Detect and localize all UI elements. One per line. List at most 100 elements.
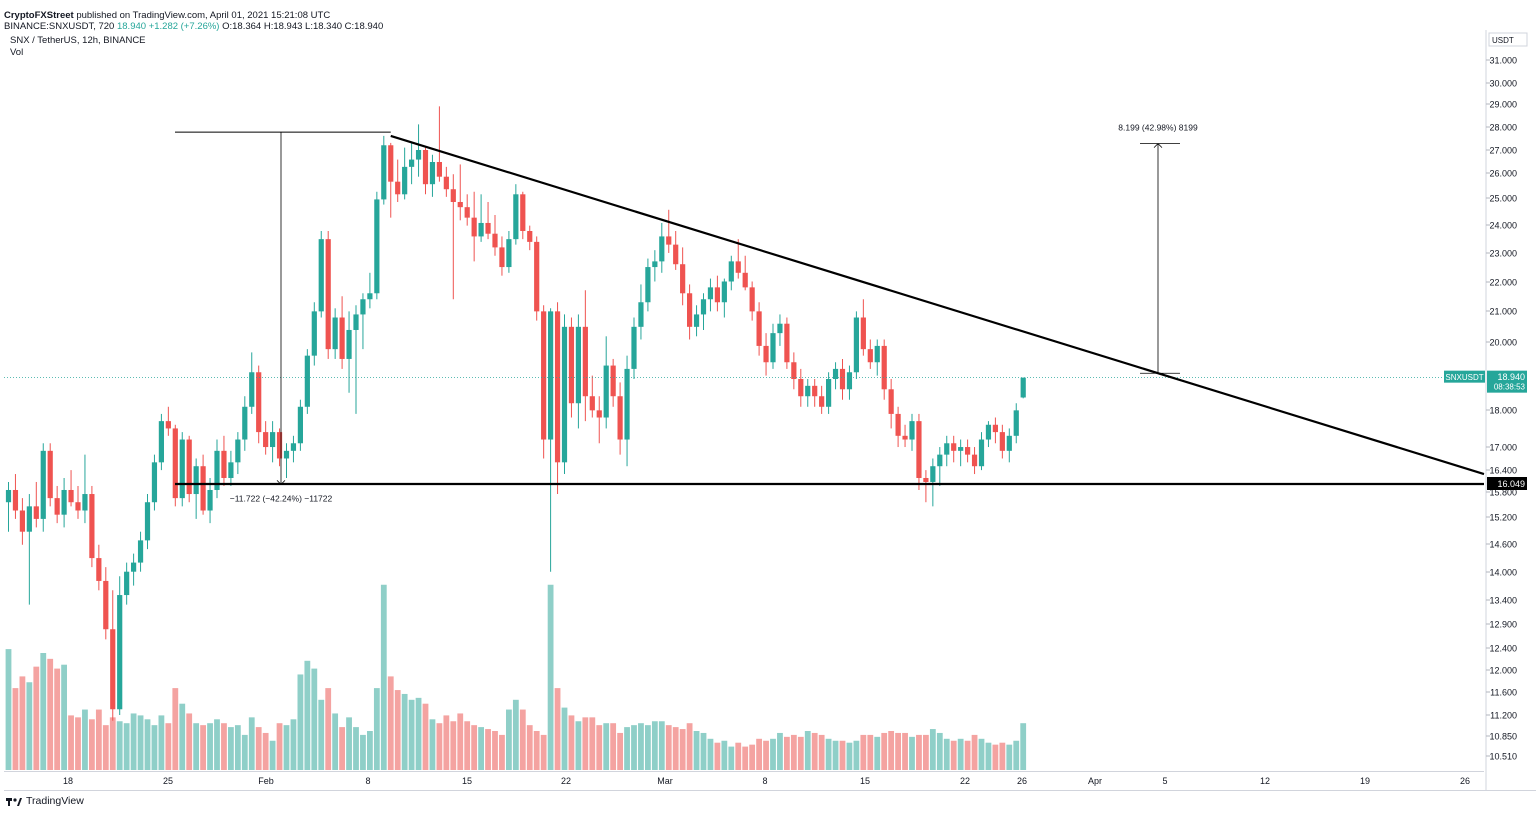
- volume-bar: [492, 731, 498, 770]
- volume-bar: [471, 725, 478, 770]
- volume-bar: [5, 649, 12, 770]
- candle-body: [548, 311, 554, 440]
- candle-body: [263, 432, 269, 448]
- price-tick-label: 29.000: [1489, 100, 1517, 110]
- volume-bar: [617, 732, 623, 770]
- candle-body: [561, 326, 568, 463]
- candle-body: [179, 439, 185, 499]
- candle-body: [110, 629, 116, 710]
- candle-countdown: 08:38:53: [1494, 383, 1526, 392]
- candle-body: [332, 317, 338, 350]
- candle-body: [1013, 410, 1019, 436]
- volume-bar: [561, 707, 568, 770]
- volume-bar: [214, 719, 220, 770]
- last-price-text: 18.940: [116, 21, 147, 32]
- price-tick-label: 22.000: [1489, 278, 1517, 288]
- volume-bar: [923, 734, 929, 770]
- volume-bar: [401, 693, 408, 770]
- tradingview-brand: TradingView: [26, 795, 84, 807]
- flagpole-arrow: [276, 480, 286, 485]
- volume-bar: [971, 734, 978, 770]
- candle-body: [429, 162, 436, 185]
- volume-bar: [394, 690, 401, 770]
- volume-bar: [290, 719, 297, 770]
- currency-box: [1488, 32, 1528, 47]
- footer-brand[interactable]: TradingView: [6, 795, 84, 807]
- price-tick-label: 17.000: [1489, 443, 1517, 453]
- volume-bar: [130, 713, 137, 770]
- candle-body: [450, 189, 456, 202]
- candle-body: [534, 241, 540, 312]
- price-tick-label: 15.800: [1489, 488, 1517, 498]
- candle-body: [853, 317, 859, 373]
- volume-bar: [943, 738, 950, 770]
- candle-body: [457, 201, 463, 208]
- price-tick-label: 31.000: [1489, 56, 1517, 66]
- price-tick-label: 16.400: [1489, 466, 1517, 476]
- candle-body: [958, 447, 964, 451]
- volume-bar: [422, 703, 429, 770]
- volume-bar: [33, 666, 40, 770]
- volume-bar: [54, 668, 61, 770]
- volume-bar: [818, 734, 825, 770]
- candle-body: [325, 239, 331, 350]
- volume-bar: [346, 717, 352, 770]
- volume-bar: [276, 723, 283, 770]
- volume-bar: [332, 713, 339, 770]
- candle-body: [485, 222, 491, 234]
- flagpole-measure-label: −11.722 (−42.24%) −11722: [230, 493, 333, 503]
- volume-bar: [693, 731, 700, 770]
- candle-body: [478, 222, 484, 237]
- candle-body: [707, 287, 714, 300]
- candle-body: [117, 595, 123, 710]
- volume-bar: [797, 736, 804, 770]
- volume-bar: [985, 742, 992, 770]
- time-tick-label: 15: [860, 776, 870, 786]
- candle-body: [402, 166, 408, 195]
- candle-body: [589, 396, 595, 411]
- candle-body: [680, 264, 686, 294]
- candle-body: [812, 385, 818, 397]
- candle-body: [888, 389, 894, 414]
- candle-body: [826, 379, 832, 407]
- last-price-box: [1487, 370, 1527, 393]
- volume-bar: [596, 725, 603, 770]
- candle-body: [978, 439, 985, 467]
- volume-bar: [325, 688, 332, 770]
- support-label-box: [1487, 477, 1527, 490]
- price-tick-label: 12.900: [1489, 620, 1517, 630]
- candle-body: [992, 424, 998, 433]
- candle-body: [693, 314, 700, 327]
- volume-bar: [665, 725, 672, 770]
- candle-body: [554, 311, 561, 463]
- candle-body: [339, 317, 345, 359]
- candle-body: [158, 421, 164, 463]
- price-tick-label: 15.200: [1489, 513, 1517, 523]
- volume-bar: [992, 744, 999, 770]
- candle-body: [846, 372, 853, 390]
- volume-bar: [929, 729, 936, 770]
- volume-bar: [978, 738, 985, 770]
- last-price-value: 18.940: [1497, 372, 1525, 382]
- volume-bar: [158, 715, 165, 770]
- volume-bar: [151, 725, 158, 770]
- price-tick-label: 26.000: [1489, 169, 1517, 179]
- candle-body: [124, 571, 130, 596]
- volume-bar: [19, 676, 26, 770]
- volume-bar: [89, 719, 95, 770]
- time-tick-label: Apr: [1088, 776, 1102, 786]
- volume-bar: [464, 721, 471, 770]
- volume-bar: [749, 744, 756, 770]
- volume-bar: [26, 682, 33, 770]
- volume-bar: [651, 721, 658, 770]
- candle-body: [971, 454, 978, 467]
- time-tick-label: 15: [462, 776, 472, 786]
- candle-body: [235, 439, 241, 463]
- candle-body: [200, 466, 206, 511]
- candle-body: [89, 494, 95, 559]
- volume-bar: [867, 734, 874, 770]
- volume-bar: [679, 729, 686, 770]
- volume-bar: [624, 727, 630, 770]
- volume-bar: [485, 729, 491, 770]
